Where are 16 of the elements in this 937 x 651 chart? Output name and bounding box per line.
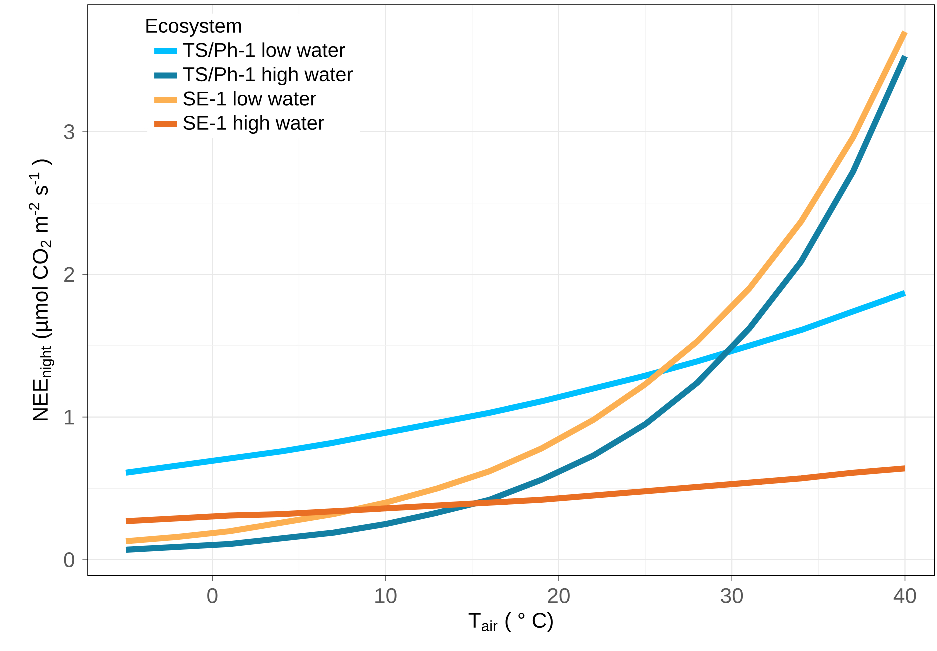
x-tick-label: 10 [376, 588, 397, 604]
x-tick-label: 30 [721, 588, 744, 604]
text: NEE$_{night}$ (µmol CO$_{2}$ m$^{-2}$ s$^{-1}$ ) [29, 160, 54, 420]
y-tick-label: 2 [64, 267, 74, 282]
legend-label: SE-1 high water [184, 115, 324, 134]
y-tick-label: 1 [65, 410, 74, 425]
legend-label: TS/Ph-1 high water [183, 66, 354, 86]
legend-label: SE-1 low water [184, 91, 316, 106]
y-tick-label: 3 [64, 124, 74, 140]
x-axis-title: T$_{air}$ ( ° C) [468, 612, 553, 632]
x-tick-label: 20 [548, 588, 570, 604]
y-tick-label: 0 [64, 552, 74, 568]
legend-title: Ecosystem [146, 19, 242, 37]
x-tick-label: 0 [208, 588, 218, 604]
x-tick-label: 40 [894, 588, 916, 604]
legend-label: TS/Ph-1 low water [183, 42, 346, 58]
